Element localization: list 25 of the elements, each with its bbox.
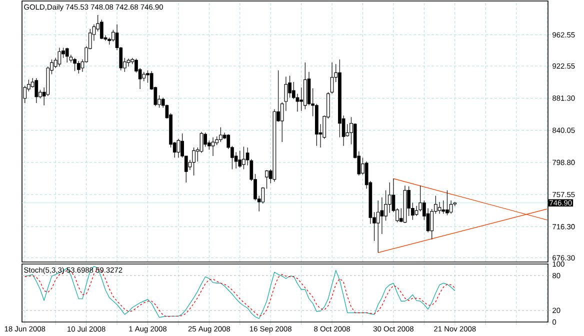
candlestick	[219, 126, 222, 142]
candlestick	[34, 78, 38, 104]
candlestick	[211, 137, 215, 156]
candlestick	[330, 62, 334, 94]
candlestick	[73, 58, 76, 72]
candlestick	[142, 72, 146, 82]
candlestick	[446, 190, 449, 216]
candlestick	[442, 200, 446, 214]
candlestick	[126, 58, 130, 67]
candlestick	[242, 146, 246, 170]
candlestick	[414, 206, 418, 216]
candlestick	[176, 138, 180, 158]
candlestick	[200, 132, 204, 154]
candlestick	[100, 19, 104, 40]
candlestick	[449, 200, 453, 214]
candlestick	[192, 147, 196, 176]
candlestick	[296, 93, 300, 112]
candlestick	[76, 60, 80, 74]
candlestick	[265, 170, 268, 190]
candlestick	[238, 150, 242, 168]
candlestick	[438, 202, 442, 214]
candlestick	[65, 47, 69, 63]
candlestick	[388, 182, 392, 214]
candlestick	[376, 200, 380, 253]
candlestick	[58, 47, 62, 67]
